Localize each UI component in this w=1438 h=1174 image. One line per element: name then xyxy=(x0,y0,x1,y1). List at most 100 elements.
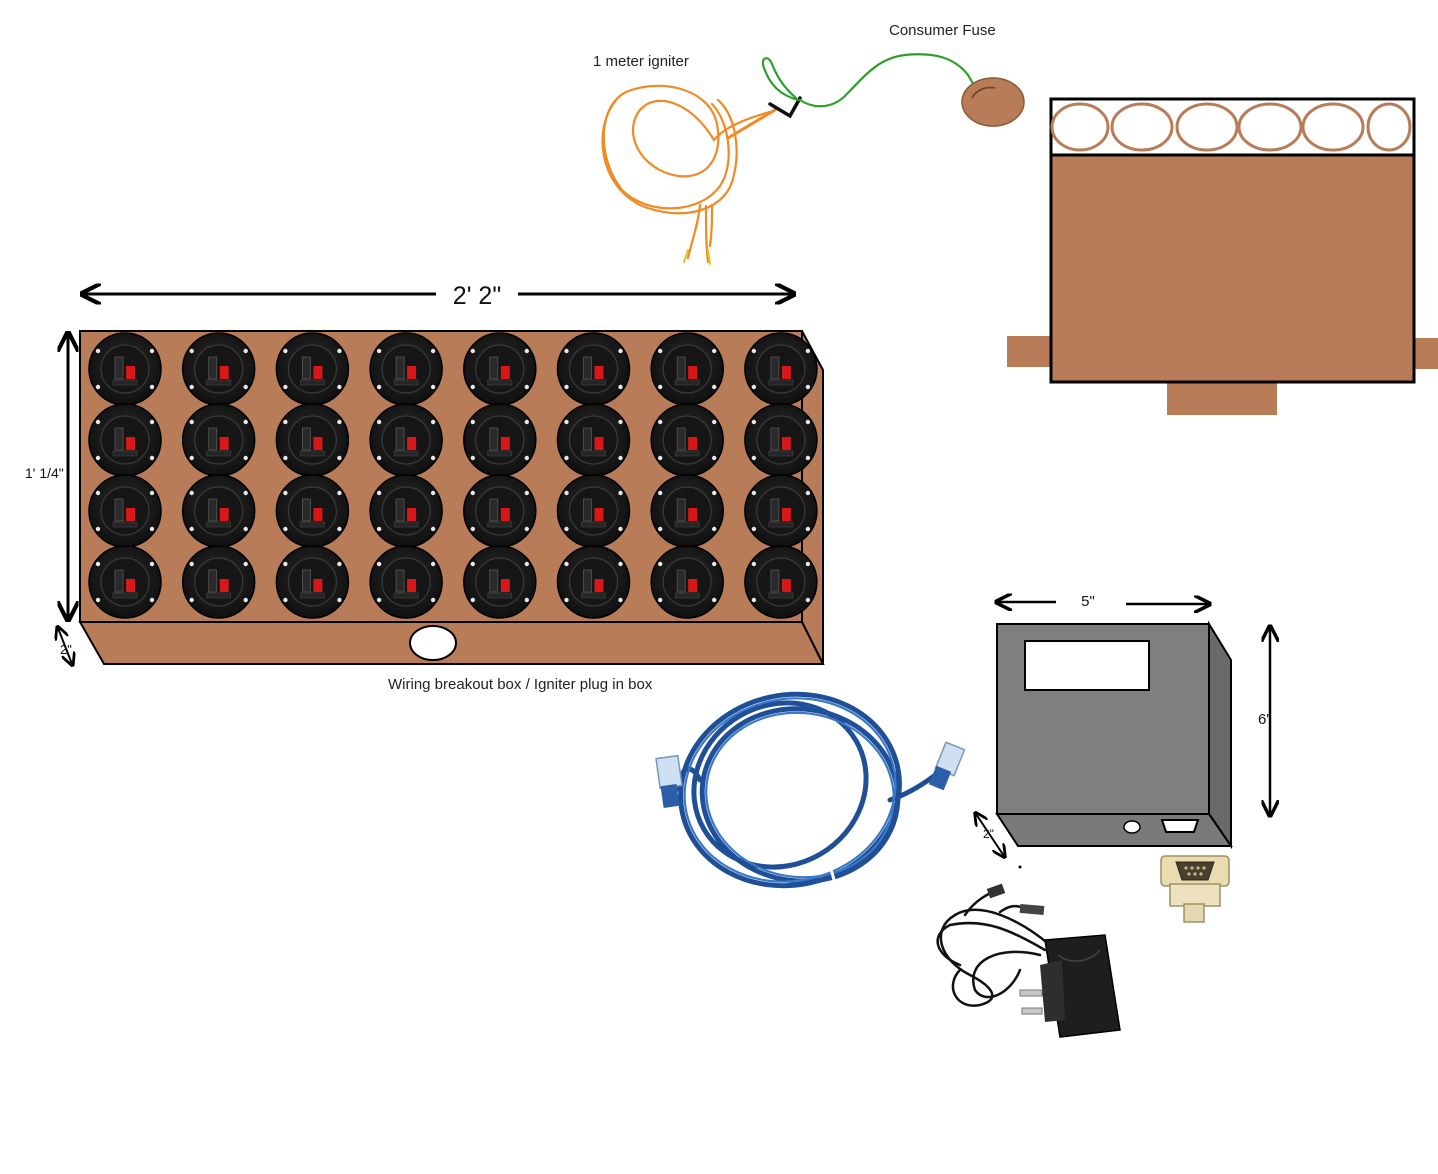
igniter-tail xyxy=(683,96,802,265)
speaker-terminal[interactable] xyxy=(650,332,724,406)
speaker-terminal[interactable] xyxy=(275,474,350,548)
igniter-label: 1 meter igniter xyxy=(593,53,689,70)
controller-display xyxy=(1024,640,1150,691)
red-clip xyxy=(688,508,698,521)
fuse-charge xyxy=(961,77,1025,127)
speaker-terminal[interactable] xyxy=(181,474,256,548)
speaker-terminal[interactable] xyxy=(556,545,631,619)
red-clip xyxy=(219,437,229,450)
controller-bottom-face xyxy=(995,813,1233,847)
speaker-terminal[interactable] xyxy=(650,545,724,619)
red-clip xyxy=(313,508,323,521)
mortar-rack xyxy=(1007,97,1438,415)
speaker-terminal[interactable] xyxy=(556,474,631,548)
breakout-height-label: 1' 1/4" xyxy=(25,465,64,481)
ethernet-plug-left xyxy=(655,754,683,809)
red-clip xyxy=(313,437,323,450)
rack-foot-right xyxy=(1413,338,1438,369)
speaker-terminal[interactable] xyxy=(744,545,818,619)
red-clip xyxy=(500,508,510,521)
speaker-terminal[interactable] xyxy=(744,474,818,548)
speaker-terminal[interactable] xyxy=(88,545,162,619)
cable-port-hole xyxy=(409,625,457,661)
speaker-terminal[interactable] xyxy=(650,403,724,477)
rack-body xyxy=(1049,153,1416,384)
fuse-label: Consumer Fuse xyxy=(889,22,996,39)
red-clip xyxy=(781,366,791,379)
red-clip xyxy=(407,437,417,450)
speaker-terminal[interactable] xyxy=(463,403,537,477)
db9-connector-icon xyxy=(1160,855,1230,923)
controller-depth-label: 2" xyxy=(983,827,994,841)
red-clip xyxy=(500,366,510,379)
ethernet-cable-icon xyxy=(673,691,953,889)
speaker-terminal[interactable] xyxy=(369,332,443,406)
red-clip xyxy=(500,579,510,592)
red-clip xyxy=(313,366,323,379)
red-clip xyxy=(219,508,229,521)
speaker-terminal[interactable] xyxy=(181,332,256,406)
controller-side xyxy=(1208,620,1232,850)
speaker-terminal[interactable] xyxy=(369,545,443,619)
speaker-terminal[interactable] xyxy=(556,403,631,477)
breakout-box xyxy=(78,330,825,665)
speaker-terminal[interactable] xyxy=(556,332,631,406)
speaker-terminal[interactable] xyxy=(463,545,537,619)
red-clip xyxy=(126,366,135,379)
controller-db9-port xyxy=(1160,819,1200,833)
speaker-terminal[interactable] xyxy=(88,474,162,548)
speaker-terminal[interactable] xyxy=(181,545,256,619)
red-clip xyxy=(407,508,417,521)
red-clip xyxy=(594,579,604,592)
red-clip xyxy=(781,437,791,450)
breakout-width-label: 2' 2" xyxy=(453,282,501,310)
speaker-terminal[interactable] xyxy=(275,332,350,406)
red-clip xyxy=(781,579,791,592)
mortar-tube xyxy=(1050,102,1110,152)
red-clip xyxy=(688,366,698,379)
mortar-tube xyxy=(1110,102,1174,152)
fuse-icon xyxy=(761,53,980,108)
red-clip xyxy=(219,366,229,379)
red-clip xyxy=(500,437,510,450)
red-clip xyxy=(219,579,229,592)
rack-foot-bottom xyxy=(1167,380,1277,415)
red-clip xyxy=(407,366,417,379)
red-clip xyxy=(126,508,135,521)
speaker-terminal[interactable] xyxy=(650,474,724,548)
red-clip xyxy=(126,437,135,450)
rack-foot-left xyxy=(1007,336,1052,367)
speaker-terminal[interactable] xyxy=(744,403,818,477)
ethernet-plug-right xyxy=(928,741,966,791)
speaker-terminal[interactable] xyxy=(463,332,537,406)
speaker-terminal[interactable] xyxy=(744,332,818,406)
red-clip xyxy=(594,437,604,450)
speaker-terminal[interactable] xyxy=(369,474,443,548)
terminal-grid xyxy=(88,332,818,619)
speaker-terminal[interactable] xyxy=(369,403,443,477)
red-clip xyxy=(594,508,604,521)
controller-height-label: 6" xyxy=(1258,711,1272,728)
speaker-terminal[interactable] xyxy=(88,403,162,477)
breakout-depth-arrow xyxy=(58,628,72,664)
controller-box xyxy=(995,620,1233,850)
breakout-caption: Wiring breakout box / Igniter plug in bo… xyxy=(388,676,653,693)
speaker-terminal[interactable] xyxy=(463,474,537,548)
speaker-terminal[interactable] xyxy=(88,332,162,406)
mortar-tube xyxy=(1175,102,1239,152)
mortar-tube xyxy=(1237,102,1303,152)
red-clip xyxy=(781,508,791,521)
igniter-wire-icon xyxy=(601,84,777,264)
controller-width-label: 5" xyxy=(1081,593,1095,610)
red-clip xyxy=(688,579,698,592)
red-clip xyxy=(688,437,698,450)
red-clip xyxy=(313,579,323,592)
red-clip xyxy=(407,579,417,592)
speaker-terminal[interactable] xyxy=(275,545,350,619)
rack-tubes xyxy=(1050,102,1412,152)
red-clip xyxy=(126,579,135,592)
speaker-terminal[interactable] xyxy=(181,403,256,477)
breakout-depth-label: 2" xyxy=(60,642,72,657)
speaker-terminal[interactable] xyxy=(275,403,350,477)
